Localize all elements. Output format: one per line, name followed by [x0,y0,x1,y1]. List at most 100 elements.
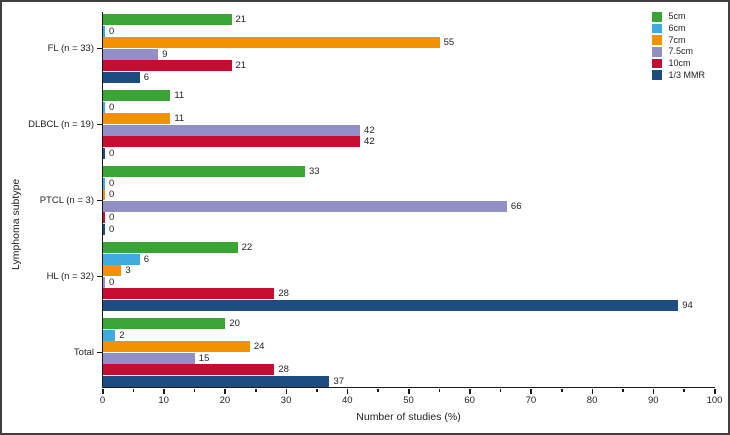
y-axis-tick [97,351,102,354]
x-tick-label: 50 [403,395,414,406]
bar-6cm-Total [103,329,116,341]
x-axis-minor-tick [193,388,196,392]
legend-label: 6cm [668,22,686,33]
bar-value-label: 0 [109,25,115,37]
bar-row: 0 [103,177,715,190]
x-axis-tick [163,388,165,394]
x-tick-label: 70 [525,395,537,406]
legend-label: 5cm [668,11,686,22]
x-axis-minor-tick [683,388,685,392]
y-axis-tick [97,199,102,202]
bar-value-label: 11 [174,90,185,101]
legend-swatch-6cm [652,23,662,34]
bar-7.5cm-PTCL [103,200,507,212]
bar-value-label: 0 [109,212,115,223]
bar-row: 66 [103,200,715,213]
x-tick-label: 100 [706,395,723,406]
bar-7cm-HL [103,265,122,277]
bar-row: 0 [103,212,715,224]
bar-5cm-FL [103,14,232,26]
category-label: FL (n = 33) [47,42,94,54]
legend-swatch-1-3-MMR [652,70,662,80]
bar-row: 9 [103,48,715,61]
x-axis-tick [102,388,104,394]
bar-value-label: 21 [235,14,247,25]
category-label: Total [73,346,94,358]
category-label: DLBCL (n = 19) [28,118,94,130]
bar-value-label: 15 [198,352,210,364]
bar-10cm-DLBCL [103,136,361,148]
bar-value-label: 21 [235,60,247,71]
bar-1-3-MMR-FL [103,71,140,83]
x-axis-tick [224,388,226,394]
bar-5cm-DLBCL [103,90,171,102]
x-axis-tick [346,388,349,394]
bar-value-label: 42 [364,124,375,136]
bar-row: 55 [103,37,715,49]
legend-item: 7.5cm [652,47,705,57]
bar-value-label: 20 [229,318,240,329]
x-axis-tick [652,388,655,394]
y-axis-tick [97,123,102,126]
bar-row: 0 [103,276,715,289]
bar-value-label: 0 [109,177,115,189]
bar-value-label: 42 [364,136,375,147]
x-tick-label: 90 [648,395,659,406]
legend-label: 1/3 MMR [668,69,706,80]
bar-1-3-MMR-HL [103,299,679,311]
x-tick-label: 30 [280,395,292,406]
bar-1-3-MMR-DLBCL [103,147,105,159]
x-axis-tick [469,388,471,394]
bar-row: 33 [103,166,715,178]
x-axis-minor-tick [622,388,624,392]
bar-row: 22 [103,242,715,254]
legend-item: 1/3 MMR [652,70,705,80]
bar-row: 11 [103,113,715,125]
bar-row: 0 [103,147,715,160]
bar-7.5cm-Total [103,352,195,364]
bar-6cm-DLBCL [103,101,105,113]
bar-row: 28 [103,288,715,300]
bar-value-label: 0 [109,276,115,288]
bar-row: 11 [103,90,715,102]
x-tick-label: 20 [219,395,231,406]
bar-10cm-PTCL [103,212,105,224]
x-tick-label: 10 [158,395,169,406]
bar-row: 0 [103,223,715,236]
bar-value-label: 22 [241,242,253,253]
bar-row: 0 [103,101,715,114]
x-axis-minor-tick [316,388,318,392]
bar-row: 6 [103,71,715,84]
bar-row: 20 [103,318,715,330]
bar-value-label: 9 [162,48,168,60]
bar-row: 24 [103,341,715,353]
bar-row: 0 [103,189,715,201]
bar-5cm-Total [103,318,226,330]
bar-value-label: 2 [119,329,125,341]
bar-value-label: 37 [333,375,345,387]
bar-10cm-Total [103,364,275,376]
legend-label: 10cm [668,58,691,68]
bar-6cm-HL [103,253,140,265]
bar-value-label: 3 [125,265,131,276]
bar-value-label: 6 [143,253,150,265]
legend-item: 10cm [652,59,705,69]
legend-item: 6cm [652,22,705,34]
x-axis-minor-tick [377,388,379,392]
bar-row: 2 [103,329,715,342]
bar-row: 21 [103,60,715,72]
bar-row: 0 [103,25,715,38]
legend-swatch-10cm [652,58,662,69]
bar-6cm-PTCL [103,177,105,189]
category-label: HL (n = 32) [46,270,94,282]
x-axis-minor-tick [561,388,563,392]
bar-row: 3 [103,265,715,277]
x-axis-title: Number of studies (%) [356,411,461,423]
x-axis-tick [408,388,410,394]
bar-row: 94 [103,299,715,312]
bar-row: 15 [103,352,715,365]
x-axis-tick [285,388,288,394]
bar-value-label: 24 [253,341,265,352]
bar-7cm-DLBCL [103,113,171,125]
bar-row: 28 [103,364,715,376]
